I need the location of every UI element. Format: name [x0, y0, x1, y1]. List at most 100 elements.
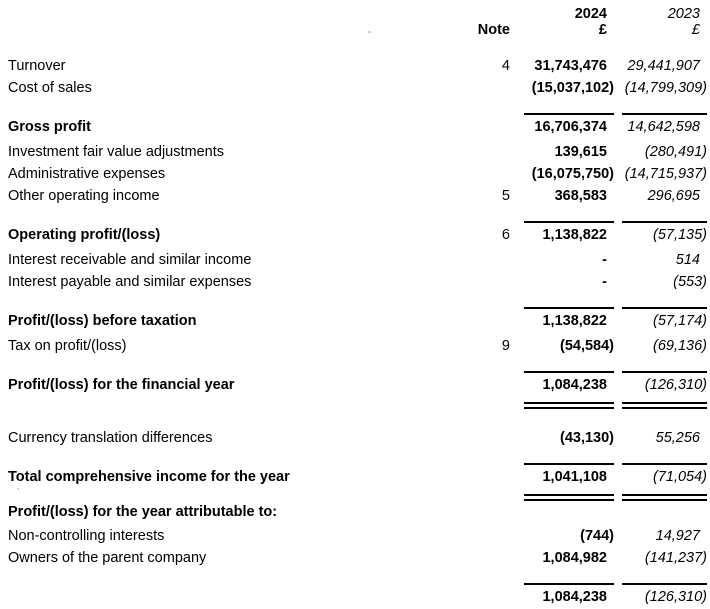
cell-2023: (280,491) — [614, 141, 707, 163]
cell-2024: (54,584) — [510, 335, 614, 357]
cell-2024: (16,075,750) — [510, 163, 614, 185]
value-2024: (16,075,750) — [531, 166, 614, 182]
cell-2024: (744) — [510, 525, 614, 547]
year-current-header: 2024 — [574, 6, 607, 22]
year-header-row: 2024 2023 — [8, 6, 707, 22]
value-2023: 14,642,598 — [627, 119, 700, 135]
cell-2024 — [510, 221, 614, 223]
value-2024: (744) — [580, 528, 614, 544]
grand-total-rule-row — [8, 402, 707, 409]
cell-2023: 14,642,598 — [614, 115, 707, 139]
statement-row: Investment fair value adjustments 139,615… — [8, 141, 707, 163]
row-note: 6 — [501, 227, 510, 243]
cell-2023: (57,174) — [614, 309, 707, 333]
rule-line-2024 — [524, 463, 614, 465]
statement-row: Other operating income 5 368,583 296,695 — [8, 185, 707, 207]
statement-row: 1,084,238 (126,310) — [8, 585, 707, 609]
value-2024: 1,041,108 — [542, 469, 607, 485]
statement-row: Currency translation differences (43,130)… — [8, 427, 707, 449]
row-label: Investment fair value adjustments — [8, 144, 224, 160]
cell-2024: 368,583 — [510, 185, 614, 207]
row-label: Profit/(loss) for the financial year — [8, 377, 235, 393]
cell-2023 — [614, 463, 707, 465]
cell-2024: (15,037,102) — [510, 77, 614, 99]
rule-line-2023 — [622, 583, 707, 585]
rule-line-2024 — [524, 583, 614, 585]
value-2023: (280,491) — [644, 144, 707, 160]
value-2023: (14,715,937) — [624, 166, 707, 182]
subtotal-rule-row — [8, 307, 707, 309]
value-2023: 55,256 — [655, 430, 700, 446]
cell-2024 — [510, 402, 614, 409]
rule-line-2023 — [622, 494, 707, 501]
row-label: Total comprehensive income for the year — [8, 469, 290, 485]
currency-prior-header: £ — [691, 22, 700, 38]
value-2024: 16,706,374 — [534, 119, 607, 135]
row-label: Owners of the parent company — [8, 550, 207, 566]
row-label: Cost of sales — [8, 80, 92, 96]
cell-2024: 16,706,374 — [510, 115, 614, 139]
row-label: Profit/(loss) before taxation — [8, 313, 197, 329]
cell-2024 — [510, 307, 614, 309]
scan-speck — [17, 488, 19, 490]
statement-row: Non-controlling interests (744) 14,927 — [8, 525, 707, 547]
cell-2023: 514 — [614, 249, 707, 271]
rule-line-2023 — [622, 371, 707, 373]
subtotal-rule-row — [8, 463, 707, 465]
value-2024: (43,130) — [559, 430, 614, 446]
rule-line-2024 — [524, 307, 614, 309]
row-note: 5 — [501, 188, 510, 204]
value-2024: 1,138,822 — [542, 227, 607, 243]
cell-2023: 296,695 — [614, 185, 707, 207]
cell-2024 — [510, 113, 614, 115]
statement-row: Operating profit/(loss) 6 1,138,822 (57,135… — [8, 223, 707, 247]
row-label: Other operating income — [8, 188, 160, 204]
year-prior-header: 2023 — [667, 6, 700, 22]
value-2023: (57,174) — [652, 313, 707, 329]
cell-2023 — [614, 113, 707, 115]
rule-line-2024 — [524, 113, 614, 115]
cell-2023: (14,715,937) — [614, 163, 707, 185]
cell-2023: (14,799,309) — [614, 77, 707, 99]
value-2024: 139,615 — [554, 144, 607, 160]
row-label: Interest payable and similar expenses — [8, 274, 252, 290]
rule-line-2023 — [622, 402, 707, 409]
cell-2023: (126,310) — [614, 585, 707, 609]
value-2023: 29,441,907 — [627, 58, 700, 74]
statement-row: Gross profit 16,706,374 14,642,598 — [8, 115, 707, 139]
cell-2023 — [614, 402, 707, 409]
value-2024: 368,583 — [554, 188, 607, 204]
cell-2024: 1,138,822 — [510, 309, 614, 333]
subtotal-rule-row — [8, 583, 707, 585]
value-2023: (141,237) — [644, 550, 707, 566]
row-label: Administrative expenses — [8, 166, 166, 182]
value-2024: 1,138,822 — [542, 313, 607, 329]
cell-2023 — [614, 371, 707, 373]
cell-2024: (43,130) — [510, 427, 614, 449]
cell-2024 — [510, 583, 614, 585]
value-2023: (126,310) — [644, 589, 707, 605]
statement-row: Interest receivable and similar income - 5… — [8, 249, 707, 271]
cell-2024: 1,084,982 — [510, 547, 614, 569]
cell-2024: 1,084,238 — [510, 373, 614, 397]
statement-row: Profit/(loss) before taxation 1,138,822 (5… — [8, 309, 707, 333]
cell-2023 — [614, 307, 707, 309]
value-2023: (69,136) — [652, 338, 707, 354]
cell-2023: 55,256 — [614, 427, 707, 449]
cell-2024: - — [510, 271, 614, 293]
cell-2024: 1,084,238 — [510, 585, 614, 609]
cell-2023: (553) — [614, 271, 707, 293]
cell-2023: (69,136) — [614, 335, 707, 357]
value-2024: 1,084,238 — [542, 377, 607, 393]
statement-row: Turnover 4 31,743,476 29,441,907 — [8, 55, 707, 77]
value-2023: 14,927 — [655, 528, 700, 544]
value-2024: 1,084,238 — [542, 589, 607, 605]
cell-2024: 1,138,822 — [510, 223, 614, 247]
value-2024: 1,084,982 — [542, 550, 607, 566]
statement-row: Cost of sales (15,037,102) (14,799,309) — [8, 77, 707, 99]
value-2023: 296,695 — [647, 188, 700, 204]
cell-2023: (126,310) — [614, 373, 707, 397]
subtotal-rule-row — [8, 371, 707, 373]
statement-row: Administrative expenses (16,075,750) (14,7… — [8, 163, 707, 185]
